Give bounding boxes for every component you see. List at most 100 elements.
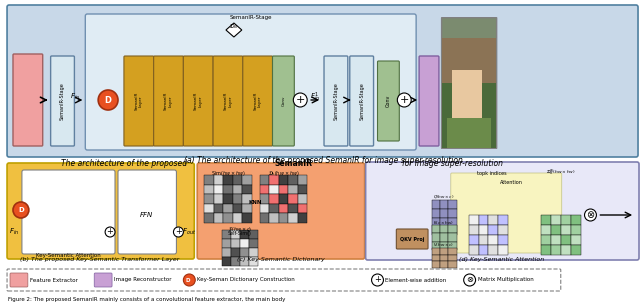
Bar [214,175,223,185]
Bar [204,204,214,213]
Circle shape [98,90,118,110]
Bar [432,248,440,255]
Bar [240,239,249,248]
Bar [278,204,288,213]
Bar [432,225,440,233]
Bar [449,242,457,250]
Bar [278,185,288,194]
Bar [449,217,457,226]
Text: D: D [18,207,24,213]
Text: SemanIR
Layer: SemanIR Layer [253,92,262,110]
FancyBboxPatch shape [22,170,115,254]
Bar [449,233,457,242]
Text: Matrix Multiplication: Matrix Multiplication [477,278,533,282]
Bar [214,185,223,194]
Bar [249,230,258,239]
Text: Feature Extractor: Feature Extractor [30,278,77,282]
Circle shape [293,93,307,107]
Bar [204,185,214,194]
Text: Self-Sim(): Self-Sim() [228,231,252,236]
Bar [269,213,278,223]
FancyBboxPatch shape [13,54,43,146]
Bar [288,204,298,213]
Bar [233,204,242,213]
Bar [468,235,479,245]
Text: +: + [296,95,305,105]
Bar [231,248,240,257]
Text: SemanIR
Layer: SemanIR Layer [223,92,232,110]
FancyBboxPatch shape [396,229,428,249]
FancyBboxPatch shape [94,273,112,287]
FancyBboxPatch shape [184,56,213,146]
Bar [479,225,488,235]
Bar [242,175,252,185]
Text: $F^{1}_{in}$: $F^{1}_{in}$ [310,90,320,104]
FancyBboxPatch shape [7,163,195,259]
Bar [440,248,449,255]
Text: SemanIR
Layer: SemanIR Layer [134,92,143,110]
FancyBboxPatch shape [350,56,374,146]
Text: $\mathcal{D}_k(hw \times hw)$: $\mathcal{D}_k(hw \times hw)$ [268,169,300,177]
Bar [432,217,440,226]
Bar [449,225,457,233]
Bar [240,257,249,266]
Bar [479,215,488,225]
Bar [240,248,249,257]
Bar [260,194,269,204]
Bar [440,225,449,233]
Bar [204,175,214,185]
Bar [442,83,497,148]
Bar [233,185,242,194]
Text: Figure 2: The proposed SemanIR mainly consists of a convolutional feature extrac: Figure 2: The proposed SemanIR mainly co… [8,297,285,302]
Text: $\otimes$: $\otimes$ [465,275,474,285]
Bar [249,239,258,248]
Bar [222,239,231,248]
Text: +: + [399,95,409,105]
Text: SemanIR-Stage: SemanIR-Stage [359,82,364,120]
Bar [561,215,571,225]
Bar [249,257,258,266]
Text: SemanIR-Stage: SemanIR-Stage [230,14,272,20]
Bar [440,226,449,235]
FancyBboxPatch shape [213,56,243,146]
Bar [278,213,288,223]
Text: (b) The proposed Key-Semantic Transformer Layer: (b) The proposed Key-Semantic Transforme… [20,258,180,262]
Bar [260,175,269,185]
Text: $F_{in}$: $F_{in}$ [70,92,81,102]
Bar [260,204,269,213]
Bar [499,235,508,245]
Bar [269,204,278,213]
FancyBboxPatch shape [10,273,28,287]
Bar [449,209,457,217]
FancyBboxPatch shape [154,56,184,146]
Bar [242,185,252,194]
Text: D: D [185,278,189,282]
Bar [249,248,258,257]
Bar [447,118,492,148]
Bar [440,242,449,250]
Bar [269,194,278,204]
Bar [240,230,249,239]
Bar [442,38,497,83]
Text: SemanIR
Layer: SemanIR Layer [194,92,202,110]
Bar [223,185,233,194]
Circle shape [372,274,383,286]
Bar [242,204,252,213]
Text: SemanIR: SemanIR [275,158,312,168]
Bar [571,215,580,225]
Bar [233,194,242,204]
Circle shape [13,202,29,218]
Bar [432,261,440,268]
Bar [449,261,457,268]
Bar [468,245,479,255]
Bar [452,70,481,120]
Text: QKV Proj: QKV Proj [400,236,424,242]
Bar [432,226,440,235]
Bar [468,225,479,235]
Bar [551,245,561,255]
Bar [449,226,457,235]
Bar [561,235,571,245]
Text: $V(hw \times c)$: $V(hw \times c)$ [433,242,454,248]
Bar [222,230,231,239]
Bar [260,213,269,223]
